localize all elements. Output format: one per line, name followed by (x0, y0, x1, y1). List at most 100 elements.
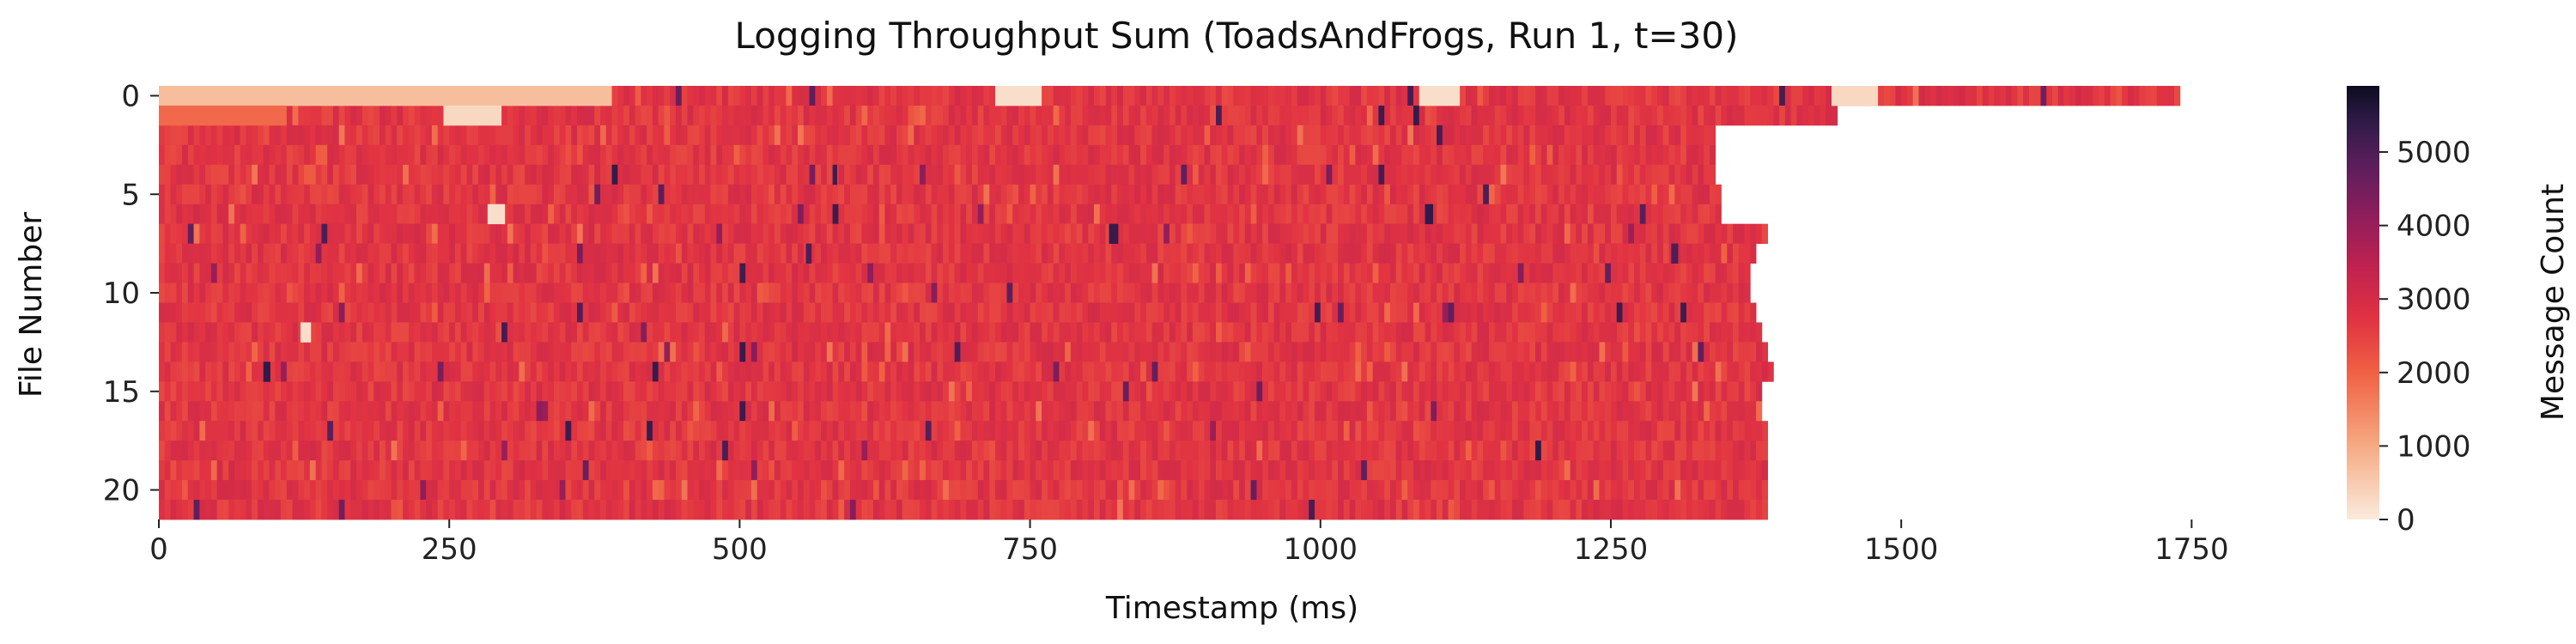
heatmap-cell (1042, 322, 1048, 343)
heatmap-cell (733, 302, 740, 323)
heatmap-cell (199, 204, 206, 225)
heatmap-cell (1494, 322, 1501, 343)
heatmap-cell (809, 302, 816, 323)
heatmap-cell (681, 361, 688, 382)
heatmap-cell (971, 164, 979, 185)
heatmap-cell (1372, 263, 1379, 283)
heatmap-cell (269, 361, 276, 382)
heatmap-cell (1024, 421, 1030, 441)
heatmap-cell (1036, 204, 1042, 225)
heatmap-cell (844, 283, 851, 303)
heatmap-cell (925, 421, 932, 441)
heatmap-cell (838, 86, 845, 106)
heatmap-cell (443, 164, 450, 185)
heatmap-cell (1506, 105, 1513, 126)
heatmap-cell (1198, 381, 1205, 402)
heatmap-cell (1018, 361, 1025, 382)
heatmap-cell (1291, 302, 1298, 323)
heatmap-cell (460, 125, 467, 146)
heatmap-cell (380, 204, 386, 225)
heatmap-cell (252, 361, 258, 382)
heatmap-cell (193, 204, 200, 225)
heatmap-cell (263, 302, 270, 323)
heatmap-cell (495, 302, 502, 323)
heatmap-cell (571, 184, 578, 205)
heatmap-cell (1042, 184, 1048, 205)
heatmap-cell (1105, 361, 1112, 382)
heatmap-cell (1012, 243, 1019, 264)
heatmap-cell (519, 144, 526, 166)
heatmap-cell (2023, 86, 2030, 106)
heatmap-cell (355, 184, 363, 205)
heatmap-cell (710, 263, 717, 283)
heatmap-cell (1122, 322, 1129, 343)
heatmap-cell (774, 302, 781, 323)
heatmap-cell (437, 243, 444, 264)
heatmap-cell (454, 342, 462, 362)
heatmap-cell (1273, 86, 1280, 106)
heatmap-cell (1378, 243, 1385, 264)
heatmap-cell (1662, 243, 1670, 264)
heatmap-cell (1262, 125, 1269, 146)
heatmap-cell (1187, 361, 1194, 382)
heatmap-cell (368, 283, 374, 303)
heatmap-cell (489, 125, 496, 146)
heatmap-cell (960, 184, 967, 205)
heatmap-cell (681, 223, 688, 245)
heatmap-cell (228, 302, 235, 323)
heatmap-cell (1744, 401, 1751, 422)
heatmap-cell (1814, 86, 1820, 106)
heatmap-cell (1070, 125, 1078, 146)
heatmap-cell (1070, 381, 1078, 402)
heatmap-cell (1088, 243, 1095, 264)
heatmap-cell (774, 184, 781, 205)
heatmap-cell (971, 243, 979, 264)
heatmap-cell (1529, 125, 1536, 146)
heatmap-cell (292, 283, 299, 303)
heatmap-cell (327, 144, 334, 166)
heatmap-cell (536, 105, 543, 126)
heatmap-cell (1767, 86, 1774, 106)
heatmap-cell (1256, 421, 1263, 441)
heatmap-cell (205, 263, 212, 283)
heatmap-cell (658, 302, 665, 323)
heatmap-cell (588, 105, 595, 126)
heatmap-cell (489, 164, 496, 185)
heatmap-cell (1599, 381, 1606, 402)
heatmap-cell (1332, 421, 1339, 441)
heatmap-cell (1024, 144, 1030, 166)
heatmap-cell (1523, 322, 1530, 343)
heatmap-cell (368, 322, 374, 343)
heatmap-cell (629, 381, 636, 402)
heatmap-cell (501, 342, 508, 362)
heatmap-cell (605, 401, 612, 422)
heatmap-cell (914, 361, 920, 382)
heatmap-cell (943, 381, 950, 402)
heatmap-cell (1059, 283, 1066, 303)
heatmap-cell (792, 125, 799, 146)
heatmap-cell (1431, 204, 1437, 225)
heatmap-cell (1221, 381, 1228, 402)
heatmap-cell (872, 361, 880, 382)
heatmap-cell (1750, 243, 1757, 264)
heatmap-cell (222, 263, 229, 283)
heatmap-cell (553, 283, 561, 303)
heatmap-cell (1117, 381, 1124, 402)
heatmap-cell (426, 263, 433, 283)
heatmap-cell (1773, 105, 1780, 126)
heatmap-cell (1645, 302, 1652, 323)
heatmap-cell (699, 105, 706, 126)
heatmap-cell (414, 144, 421, 166)
heatmap-cell (391, 381, 398, 402)
heatmap-cell (727, 342, 735, 362)
heatmap-cell (565, 263, 572, 283)
heatmap-cell (629, 86, 636, 106)
heatmap-cell (1401, 421, 1408, 441)
heatmap-cell (1279, 361, 1286, 382)
heatmap-cell (670, 322, 677, 343)
heatmap-cell (1082, 125, 1089, 146)
heatmap-cell (263, 125, 270, 146)
heatmap-cell (1210, 86, 1217, 106)
heatmap-cell (1117, 164, 1124, 185)
heatmap-cell (1698, 243, 1704, 264)
